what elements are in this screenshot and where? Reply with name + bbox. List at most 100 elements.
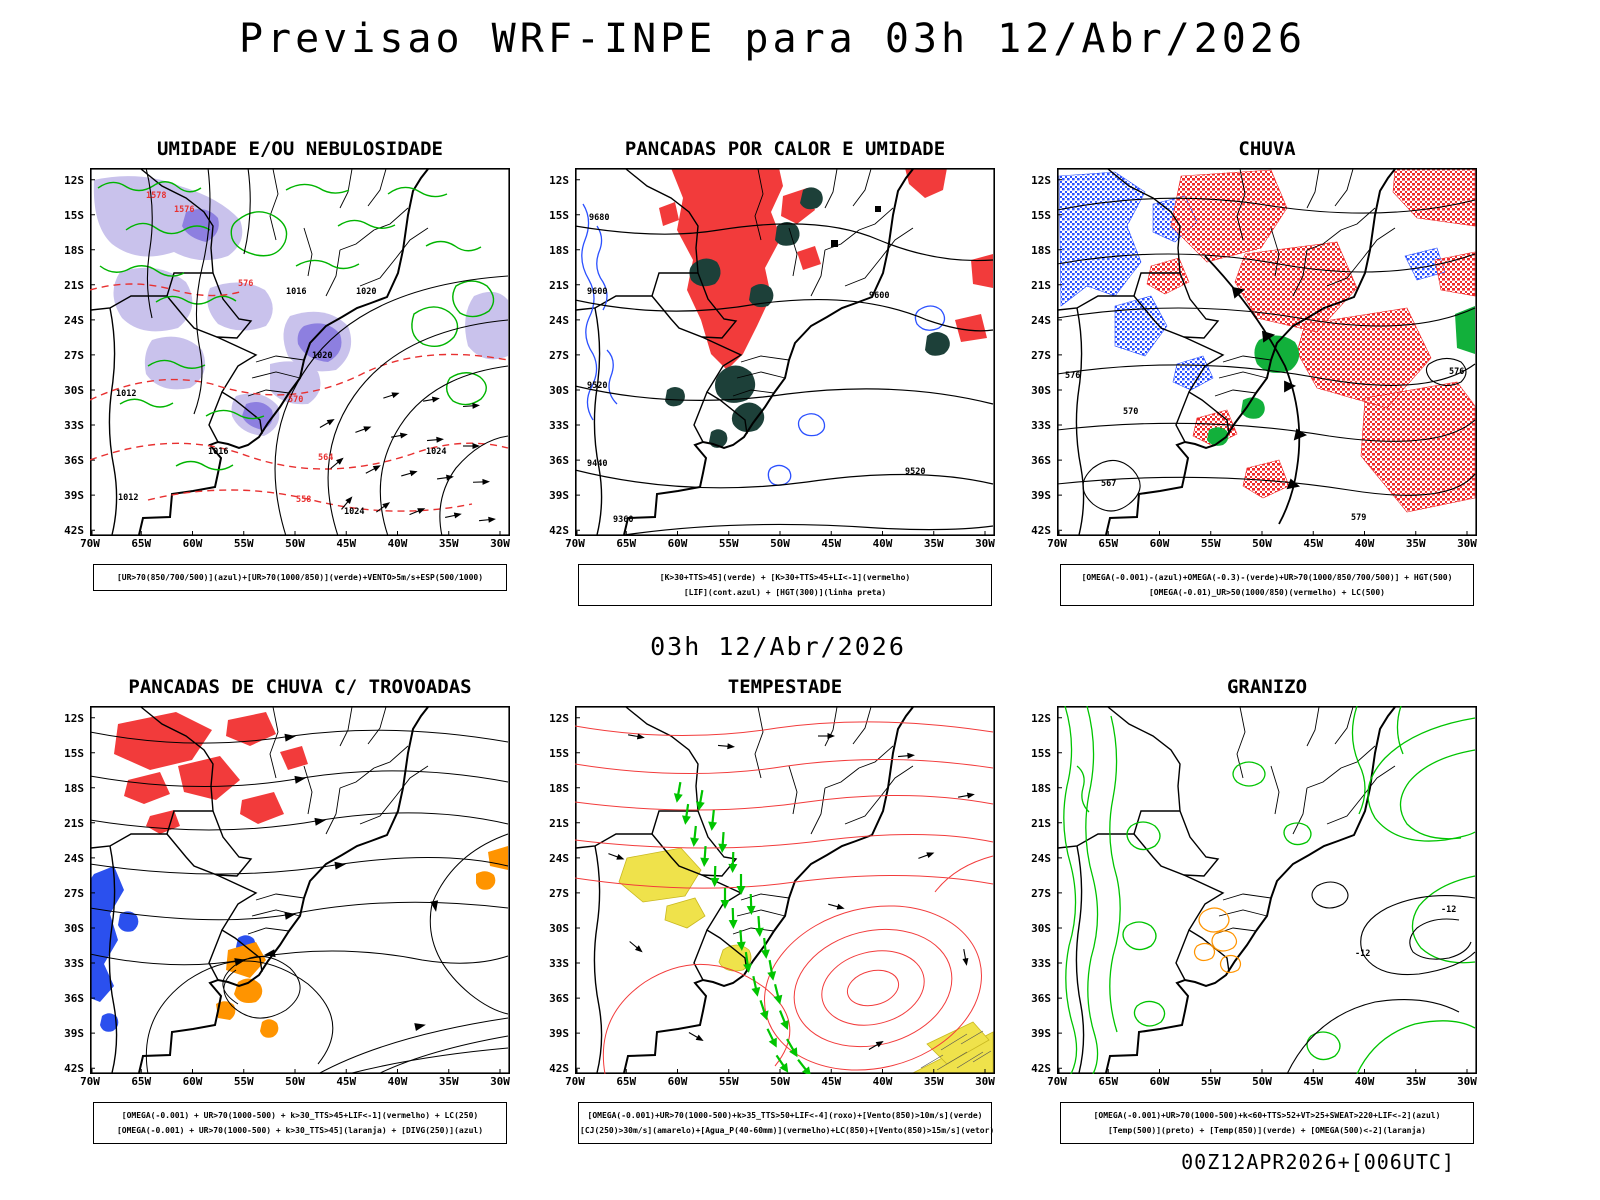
- lon-tick-label: 50W: [1252, 1075, 1272, 1088]
- lat-tick-label: 24S: [1031, 851, 1051, 865]
- panel-pancadas-calor: PANCADAS POR CALOR E UMIDADE 12S 15S 18S 21…: [537, 138, 995, 607]
- run-info-label: 00Z12APR2026+[006UTC]: [1181, 1150, 1455, 1174]
- lat-tick-label: 30S: [549, 384, 569, 397]
- lon-tick-label: 60W: [182, 1075, 203, 1088]
- contour-label: 9600: [869, 291, 889, 301]
- lat-tick-label: 36S: [1031, 454, 1051, 468]
- lon-axis: 70W 65W 60W 55W 50W 45W 40W 35W 30W: [565, 536, 995, 552]
- lat-tick-label: 18S: [64, 243, 84, 257]
- contour-label: 576: [1065, 371, 1080, 381]
- lon-tick-label: 40W: [387, 537, 408, 550]
- panel-chuva: CHUVA 12S 15S 18S 21S 24S 27S 30S 33S 36S 39S 42S: [1019, 138, 1477, 607]
- lat-tick-label: 18S: [64, 781, 84, 795]
- lon-tick-label: 50W: [285, 537, 305, 550]
- map-umidade-svg: 1578 1576 576 570 564 558 1012 1016 1016 1020 1020…: [90, 168, 510, 536]
- contour-labels: 1578 1576 576 570 564 558 1012 1016 1016 1020 1020…: [116, 191, 446, 517]
- lon-tick-label: 50W: [770, 537, 790, 550]
- lat-tick-label: 21S: [1031, 278, 1051, 292]
- humidity-core-shading: [182, 209, 342, 430]
- lon-tick-label: 70W: [80, 537, 100, 550]
- legend-caption: [OMEGA(-0.001)+UR>70(1000-500)+k<60+TTS>…: [1060, 1102, 1474, 1145]
- lat-tick-label: 27S: [549, 348, 569, 362]
- lat-tick-label: 15S: [64, 208, 84, 222]
- lat-tick-label: 15S: [549, 208, 569, 222]
- lat-axis: 12S 15S 18S 21S 24S 27S 30S 33S 36S 39S 42S: [52, 168, 88, 538]
- lon-tick-label: 55W: [1200, 537, 1221, 550]
- lat-tick-label: 36S: [64, 992, 84, 1006]
- lat-tick-label: 39S: [1031, 1027, 1051, 1041]
- lat-tick-label: 42S: [1031, 1062, 1051, 1076]
- contour-label: 579: [1351, 513, 1366, 523]
- lon-tick-label: 65W: [131, 1075, 152, 1088]
- storm-shower-red-areas: [114, 712, 308, 834]
- lon-tick-label: 50W: [770, 1075, 790, 1088]
- lat-tick-label: 33S: [1031, 419, 1051, 433]
- caption-line: [CJ(250)>30m/s](amarelo)+[Agua_P(40-60mm…: [580, 1126, 995, 1136]
- page-title: Previsao WRF-INPE para 03h 12/Abr/2026: [238, 16, 1307, 62]
- lat-tick-label: 33S: [549, 957, 569, 971]
- contour-label: 1024: [426, 447, 446, 457]
- lon-tick-label: 30W: [975, 1075, 995, 1088]
- lat-tick-label: 42S: [549, 524, 569, 538]
- lon-tick-label: 35W: [1405, 1075, 1426, 1088]
- lat-tick-label: 21S: [64, 816, 84, 830]
- contour-label: 1012: [116, 389, 136, 399]
- lat-tick-label: 33S: [549, 419, 569, 433]
- map-granizo: 12S 15S 18S 21S 24S 27S 30S 33S 36S 39S 42S: [1031, 706, 1477, 1075]
- lat-tick-label: 42S: [549, 1062, 569, 1076]
- contour-label: 1016: [208, 447, 228, 457]
- contour-label: 9360: [613, 515, 633, 525]
- lat-tick-label: 33S: [1031, 957, 1051, 971]
- orange-omega-contours: [1193, 907, 1242, 974]
- contour-label: 9520: [587, 381, 607, 391]
- lon-tick-label: 40W: [1354, 537, 1375, 550]
- valid-time-label: 03h 12/Abr/2026: [650, 632, 906, 661]
- lat-tick-label: 30S: [1031, 384, 1051, 397]
- lat-tick-label: 39S: [549, 489, 569, 503]
- lon-tick-label: 60W: [182, 537, 203, 550]
- lon-tick-label: 65W: [616, 1075, 637, 1088]
- legend-caption: [K>30+TTS>45](verde) + [K>30+TTS>45+LI<-…: [578, 564, 992, 607]
- lat-tick-label: 24S: [549, 313, 569, 327]
- lon-axis: 70W 65W 60W 55W 50W 45W 40W 35W 30W: [565, 1074, 995, 1090]
- contour-label: 9440: [587, 459, 607, 469]
- lat-tick-label: 42S: [1031, 524, 1051, 538]
- lat-axis: 12S 15S 18S 21S 24S 27S 30S 33S 36S 39S 42S: [1019, 706, 1055, 1076]
- lat-tick-label: 33S: [64, 419, 84, 433]
- lon-tick-label: 65W: [1098, 1075, 1119, 1088]
- contour-label: 570: [288, 395, 303, 405]
- lon-axis: 70W 65W 60W 55W 50W 45W 40W 35W 30W: [80, 1074, 510, 1090]
- contour-label: 1020: [356, 287, 376, 297]
- panel-title: PANCADAS DE CHUVA C/ TROVOADAS: [128, 676, 472, 698]
- contour-label: 9600: [587, 287, 607, 297]
- lon-tick-label: 65W: [131, 537, 152, 550]
- contour-label: 576: [238, 279, 253, 289]
- lon-tick-label: 60W: [1149, 537, 1170, 550]
- lat-tick-label: 15S: [1031, 208, 1051, 222]
- caption-line: [LIF](cont.azul) + [HGT(300)](linha pret…: [683, 588, 887, 598]
- lat-tick-label: 30S: [64, 922, 84, 935]
- jet-yellow-areas: [618, 847, 994, 1074]
- lon-axis: 70W 65W 60W 55W 50W 45W 40W 35W 30W: [1047, 536, 1477, 552]
- contour-label: 9680: [589, 213, 609, 223]
- lon-tick-label: 35W: [1405, 537, 1426, 550]
- lon-tick-label: 45W: [1303, 537, 1324, 550]
- lon-tick-label: 55W: [233, 1075, 254, 1088]
- caption-line: [Temp(500)](preto) + [Temp(850)](verde) …: [1108, 1126, 1426, 1136]
- lon-tick-label: 70W: [565, 1075, 585, 1088]
- panel-title: CHUVA: [1238, 138, 1296, 160]
- lat-tick-label: 36S: [549, 454, 569, 468]
- lat-tick-label: 12S: [1031, 711, 1051, 725]
- lat-tick-label: 24S: [64, 851, 84, 865]
- lon-axis: 70W 65W 60W 55W 50W 45W 40W 35W 30W: [1047, 1074, 1477, 1090]
- contour-label: -12: [1355, 949, 1370, 959]
- rain-green-areas: [1207, 306, 1475, 446]
- lat-tick-label: 21S: [1031, 816, 1051, 830]
- panel-title: PANCADAS POR CALOR E UMIDADE: [624, 138, 946, 160]
- caption-line: [K>30+TTS>45](verde) + [K>30+TTS>45+LI<-…: [659, 573, 911, 582]
- station-markers: [831, 206, 881, 247]
- contour-label: 1020: [312, 351, 332, 361]
- black-temp-contours: [1286, 881, 1476, 1074]
- lon-axis: 70W 65W 60W 55W 50W 45W 40W 35W 30W: [80, 536, 510, 552]
- lat-tick-label: 27S: [64, 886, 84, 900]
